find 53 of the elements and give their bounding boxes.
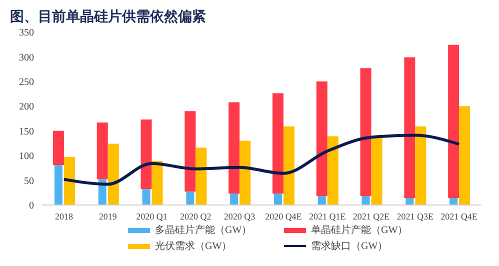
x-tick-label: 2020 Q4E — [265, 211, 302, 222]
bar — [415, 126, 426, 205]
bar — [240, 140, 251, 205]
bar — [406, 198, 414, 205]
bar — [140, 119, 152, 190]
x-tick-label: 2021 Q3E — [396, 211, 434, 222]
bar — [152, 161, 163, 205]
x-tick-label: 2021 Q1E — [308, 211, 346, 222]
y-tick-label: 150 — [19, 126, 34, 138]
legend-label: 需求缺口（GW） — [311, 240, 388, 253]
legend-label: 多晶硅片产能（GW） — [155, 224, 252, 237]
line-series — [62, 134, 461, 186]
bar — [196, 148, 207, 205]
x-tick-label: 2021 Q2E — [352, 211, 390, 222]
bar — [450, 198, 458, 205]
bar — [371, 137, 382, 205]
bar — [327, 136, 338, 205]
bar — [142, 189, 150, 205]
bar — [362, 196, 370, 205]
bar — [184, 111, 196, 192]
y-tick-label: 200 — [19, 102, 34, 113]
y-tick-label: 100 — [19, 151, 34, 162]
bar — [108, 144, 119, 205]
bar — [360, 68, 372, 196]
y-tick-label: 50 — [24, 176, 34, 187]
bar — [230, 194, 238, 205]
x-tick-label: 2018 — [54, 211, 74, 222]
bar — [316, 81, 328, 196]
bar — [96, 122, 108, 180]
bar — [186, 192, 194, 205]
bar — [448, 44, 460, 198]
bar — [404, 57, 416, 198]
y-tick-label: 0 — [29, 200, 34, 212]
bar — [459, 106, 470, 205]
chart-title: 图、目前单晶硅片供需依然偏紧 — [10, 8, 207, 27]
x-tick-label: 2020 Q1 — [136, 211, 168, 222]
x-tick-label: 2020 Q3 — [224, 211, 256, 222]
bar — [272, 93, 284, 194]
bar — [274, 194, 282, 205]
x-tick-label: 2021 Q4E — [440, 211, 478, 222]
bar — [54, 164, 62, 205]
y-tick-label: 300 — [19, 52, 34, 64]
y-tick-label: 350 — [19, 28, 34, 39]
x-tick-label: 2020 Q2 — [180, 211, 212, 222]
bar — [64, 157, 75, 205]
legend-label: 单晶硅片产能（GW） — [311, 224, 408, 237]
bar — [283, 126, 294, 205]
x-tick-label: 2019 — [98, 211, 118, 222]
bar — [52, 130, 64, 165]
legend-label: 光伏需求（GW） — [155, 240, 232, 253]
bar — [318, 196, 326, 205]
bar — [228, 102, 240, 194]
y-tick-label: 250 — [19, 76, 34, 88]
